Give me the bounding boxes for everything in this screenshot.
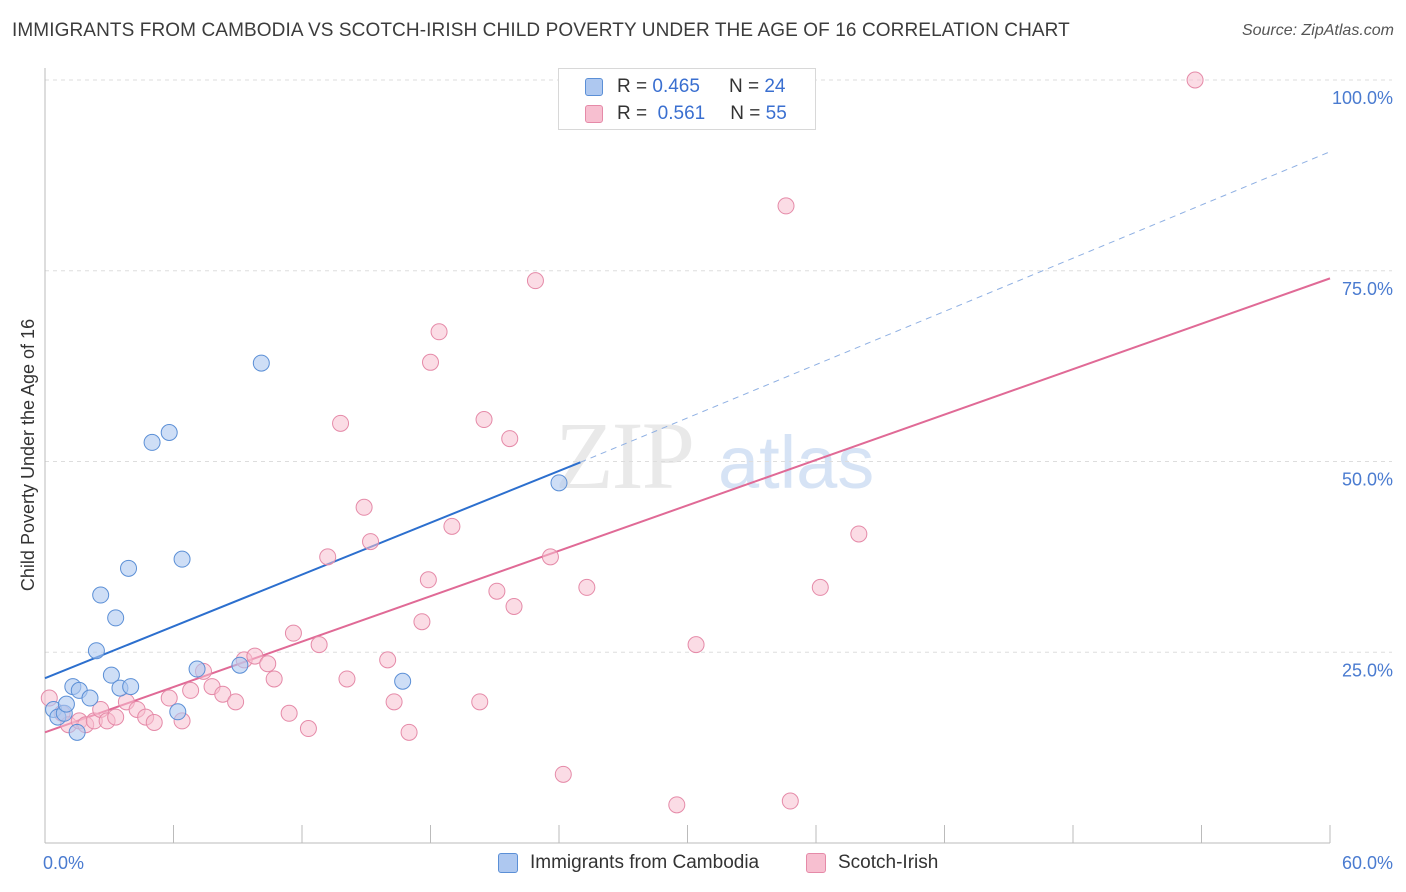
data-points [40,71,1204,814]
scotch-irish-point [284,624,302,642]
scotch-irish-point [471,693,489,711]
legend-row-cambodia: R = 0.465 N = 24 [585,74,785,100]
axes: 25.0% 50.0% 75.0% 100.0% 0.0% 60.0% [43,68,1393,873]
scotch-irish-point [475,411,493,429]
bottom-legend-label: Scotch-Irish [838,852,939,873]
y-tick-label: 50.0% [1342,470,1393,490]
scotch-irish-point [160,689,178,707]
scotch-irish-point [107,708,125,726]
scotch-irish-point [811,578,829,596]
scotch-irish-point [332,414,350,432]
scotch-irish-point [419,571,437,589]
legend-r-label: R = [617,76,648,97]
cambodia-point [231,656,249,674]
scotch-irish-point [578,578,596,596]
legend-swatch-scotch-irish [585,105,603,123]
scotch-irish-point [505,597,523,615]
scotch-irish-point [379,651,397,669]
scotch-irish-point [310,636,328,654]
cambodia-point [68,723,86,741]
cambodia-point [92,586,110,604]
bottom-legend-scotch-irish: Scotch-Irish [806,852,938,874]
watermark-zip: ZIP [555,402,693,509]
scotch-irish-point [227,693,245,711]
scotch-irish-point [355,498,373,516]
scotch-irish-point [526,272,544,290]
legend-n-value: 55 [765,103,787,124]
scotch-irish-point [488,582,506,600]
scotch-irish-point [362,533,380,551]
legend-row-scotch-irish: R = 0.561 N = 55 [585,101,787,127]
gridlines [45,79,1392,653]
cambodia-point [120,559,138,577]
scotch-irish-point [668,796,686,814]
y-tick-label: 100.0% [1332,88,1393,108]
legend-r-value: 0.465 [652,76,700,97]
watermark-atlas: atlas [718,421,874,504]
scotch-irish-point [777,197,795,215]
cambodia-trend-line [44,461,581,680]
scotch-irish-point [554,765,572,783]
scotch-irish-point [319,548,337,566]
chart-title: IMMIGRANTS FROM CAMBODIA VS SCOTCH-IRISH… [12,20,1070,41]
scotch-irish-point [850,525,868,543]
legend-n-label: N = [730,103,761,124]
y-tick-label: 75.0% [1342,279,1393,299]
cambodia-point [394,672,412,690]
legend-swatch-cambodia [585,78,603,96]
scotch-irish-point [265,670,283,688]
cambodia-point [102,666,120,684]
scotch-irish-point [182,681,200,699]
scotch-irish-point [501,430,519,448]
cambodia-point [107,609,125,627]
cambodia-point [87,642,105,660]
scotch-irish-point [541,548,559,566]
scotch-irish-point [400,723,418,741]
cambodia-point [160,424,178,442]
scotch-irish-point [246,647,264,665]
cambodia-trend-extension [580,151,1331,463]
source-credit: Source: ZipAtlas.com [1241,22,1394,39]
scotch-irish-point [443,517,461,535]
scotch-irish-point [338,670,356,688]
legend-r-label: R = [617,103,648,124]
scotch-irish-point [259,655,277,673]
bottom-legend-cambodia: Immigrants from Cambodia [498,852,759,874]
scotch-irish-point [280,704,298,722]
cambodia-point [188,660,206,678]
cambodia-point [173,550,191,568]
cambodia-point [252,354,270,372]
bottom-legend-label: Immigrants from Cambodia [530,852,760,873]
scotch-irish-point [385,693,403,711]
cambodia-point [550,474,568,492]
scotch-irish-point [430,323,448,341]
cambodia-point [81,689,99,707]
bottom-legend-swatch-cambodia [498,853,518,873]
correlation-legend: R = 0.465 N = 24 R = 0.561 N = 55 [558,68,816,130]
scotch-irish-point [687,636,705,654]
legend-r-value: 0.561 [657,103,706,124]
cambodia-point [169,703,187,721]
x-tick-label: 60.0% [1342,853,1393,873]
scotch-irish-point [413,613,431,631]
legend-n-value: 24 [764,76,786,97]
scotch-irish-point [1186,71,1204,89]
watermark: ZIP atlas [555,402,874,509]
x-tick-label: 0.0% [43,853,84,873]
bottom-legend-swatch-scotch-irish [806,853,826,873]
cambodia-point [143,433,161,451]
scotch-irish-point [299,720,317,738]
scotch-irish-point [781,792,799,810]
legend-n-label: N = [728,76,760,97]
cambodia-point [122,678,140,696]
scotch-irish-point [214,685,232,703]
y-tick-label: 25.0% [1342,660,1393,680]
scotch-irish-point [145,713,163,731]
y-axis-title: Child Poverty Under the Age of 16 [18,319,38,591]
scotch-irish-point [422,353,439,371]
cambodia-point [57,695,75,713]
